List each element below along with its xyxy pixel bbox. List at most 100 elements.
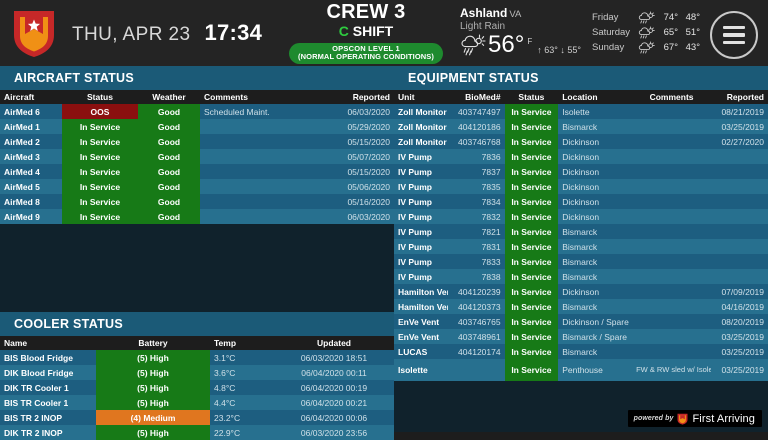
- equipment-biomed: 404120239: [458, 286, 501, 297]
- equipment-location: Bismarck: [562, 226, 598, 237]
- weather-unit: F: [527, 37, 533, 46]
- column-header-name: Name: [4, 338, 28, 348]
- hamburger-menu-icon: [723, 33, 745, 37]
- table-row[interactable]: Zoll Monitor 404120186 In Service Bismarck 0…: [394, 119, 768, 134]
- aircraft-name: AirMed 1: [4, 121, 40, 132]
- equipment-reported: 04/16/2019: [721, 301, 764, 312]
- equipment-unit: IV Pump: [398, 196, 433, 207]
- status-badge: In Service: [504, 224, 559, 239]
- column-header-reported: Reported: [352, 92, 390, 102]
- table-row[interactable]: IV Pump 7835 In Service Dickinson: [394, 179, 768, 194]
- aircraft-table-body: AirMed 6 OOS Good Scheduled Maint. 06/03/202…: [0, 104, 394, 224]
- table-row[interactable]: IV Pump 7834 In Service Dickinson: [394, 194, 768, 209]
- table-row[interactable]: IV Pump 7832 In Service Dickinson: [394, 209, 768, 224]
- table-row[interactable]: DIK TR Cooler 1 (5) High 4.8°C 06/04/2020 0…: [0, 380, 394, 395]
- status-badge: In Service: [62, 209, 138, 224]
- status-badge: In Service: [504, 314, 559, 329]
- equipment-unit: Isolette: [398, 365, 428, 375]
- status-badge: In Service: [62, 194, 138, 209]
- table-row[interactable]: AirMed 5 In Service Good 05/06/2020: [0, 179, 394, 194]
- aircraft-comments: [200, 209, 290, 224]
- status-badge: In Service: [62, 149, 138, 164]
- table-row[interactable]: IV Pump 7836 In Service Dickinson: [394, 149, 768, 164]
- cooler-updated: 06/03/2020 18:51: [300, 352, 368, 363]
- equipment-biomed: 7836: [481, 151, 501, 162]
- table-row[interactable]: AirMed 6 OOS Good Scheduled Maint. 06/03/202…: [0, 104, 394, 119]
- table-row[interactable]: DIK TR 2 INOP (5) High 22.9°C 06/03/2020 23…: [0, 425, 394, 440]
- cooler-name: DIK TR 2 INOP: [4, 427, 63, 438]
- table-row[interactable]: IV Pump 7833 In Service Bismarck: [394, 254, 768, 269]
- rain-sun-icon: [461, 34, 486, 56]
- table-row[interactable]: AirMed 2 In Service Good 05/15/2020: [0, 134, 394, 149]
- forecast-row: Saturday 65° 51°: [592, 25, 702, 40]
- table-row[interactable]: IV Pump 7821 In Service Bismarck: [394, 224, 768, 239]
- table-row[interactable]: Zoll Monitor 403746768 In Service Dickinson…: [394, 134, 768, 149]
- equipment-comments: [632, 149, 711, 164]
- brand-name: First Arriving: [692, 412, 755, 425]
- equipment-comments: [632, 119, 711, 134]
- equipment-comments: [632, 104, 711, 119]
- cooler-temp: 3.6°C: [214, 367, 236, 378]
- table-row[interactable]: LUCAS 404120174 In Service Bismarck 03/25/20…: [394, 344, 768, 359]
- table-row[interactable]: BIS TR 2 INOP (4) Medium 23.2°C 06/04/2020 …: [0, 410, 394, 425]
- column-header-comments: Comments: [204, 92, 248, 102]
- column-header-comments: Comments: [649, 92, 694, 102]
- table-row[interactable]: AirMed 1 In Service Good 05/29/2020: [0, 119, 394, 134]
- table-row[interactable]: AirMed 9 In Service Good 06/03/2020: [0, 209, 394, 224]
- weather-low: ↓ 55°: [560, 45, 581, 55]
- equipment-biomed: 404120186: [458, 121, 501, 132]
- status-badge: In Service: [504, 179, 559, 194]
- equipment-biomed: 7832: [481, 211, 501, 222]
- table-row[interactable]: IV Pump 7831 In Service Bismarck: [394, 239, 768, 254]
- equipment-location: Bismarck: [562, 301, 598, 312]
- aircraft-reported: 05/06/2020: [347, 181, 390, 192]
- aircraft-reported: 05/29/2020: [347, 121, 390, 132]
- forecast-low: 51°: [685, 27, 700, 38]
- table-row[interactable]: AirMed 8 In Service Good 05/16/2020: [0, 194, 394, 209]
- agency-logo: [0, 0, 68, 66]
- column-header-location: Location: [562, 92, 598, 102]
- table-row[interactable]: Isolette In Service Penthouse FW & RW sled …: [394, 359, 768, 381]
- table-row[interactable]: IV Pump 7838 In Service Bismarck: [394, 269, 768, 284]
- equipment-location: Dickinson: [562, 286, 600, 297]
- aircraft-status-title: AIRCRAFT STATUS: [0, 66, 394, 90]
- current-date: THU, APR 23: [72, 24, 191, 45]
- equipment-unit: EnVe Vent: [398, 316, 440, 327]
- table-row[interactable]: BIS Blood Fridge (5) High 3.1°C 06/03/2020 …: [0, 350, 394, 365]
- equipment-comments: FW & RW sled w/ Isolette: [636, 365, 712, 375]
- forecast-high: 65°: [663, 27, 678, 38]
- table-row[interactable]: DIK Blood Fridge (5) High 3.6°C 06/04/2020 …: [0, 365, 394, 380]
- header-bar: THU, APR 23 17:34 CREW 3 C SHIFT OPSCON …: [0, 0, 768, 66]
- table-row[interactable]: AirMed 4 In Service Good 05/15/2020: [0, 164, 394, 179]
- equipment-comments: [632, 164, 711, 179]
- forecast-low: 48°: [685, 12, 700, 23]
- forecast-high: 74°: [663, 12, 678, 23]
- battery-badge: (5) High: [96, 395, 210, 410]
- cooler-temp: 3.1°C: [214, 352, 236, 363]
- equipment-biomed: 404120373: [458, 301, 501, 312]
- equipment-location: Isolette: [562, 106, 590, 117]
- column-header-aircraft: Aircraft: [4, 92, 35, 102]
- table-row[interactable]: AirMed 3 In Service Good 05/07/2020: [0, 149, 394, 164]
- battery-badge: (5) High: [96, 365, 210, 380]
- rain-sun-icon: [638, 11, 655, 23]
- equipment-unit: IV Pump: [398, 181, 433, 192]
- status-badge: In Service: [504, 299, 559, 314]
- table-row[interactable]: Zoll Monitor 403747497 In Service Isolette 0…: [394, 104, 768, 119]
- cooler-updated: 06/04/2020 00:21: [300, 397, 368, 408]
- equipment-comments: [632, 194, 711, 209]
- hamburger-menu-button[interactable]: [710, 11, 758, 59]
- table-row[interactable]: IV Pump 7837 In Service Dickinson: [394, 164, 768, 179]
- cooler-temp: 22.9°C: [214, 427, 241, 438]
- shield-star-logo-icon: [14, 11, 54, 57]
- opscon-description: (NORMAL OPERATING CONDITIONS): [298, 51, 434, 61]
- cooler-table-body: BIS Blood Fridge (5) High 3.1°C 06/03/2020 …: [0, 350, 394, 440]
- aircraft-name: AirMed 5: [4, 181, 40, 192]
- status-badge: In Service: [504, 269, 559, 284]
- cooler-temp: 4.8°C: [214, 382, 236, 393]
- table-row[interactable]: EnVe Vent 403746765 In Service Dickinson / …: [394, 314, 768, 329]
- table-row[interactable]: EnVe Vent 403748961 In Service Bismarck / S…: [394, 329, 768, 344]
- table-row[interactable]: BIS TR Cooler 1 (5) High 4.4°C 06/04/2020 0…: [0, 395, 394, 410]
